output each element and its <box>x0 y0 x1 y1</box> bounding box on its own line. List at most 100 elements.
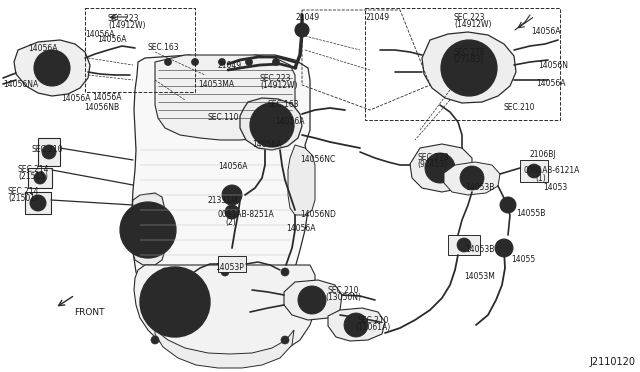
Text: SEC.163: SEC.163 <box>268 100 300 109</box>
Text: 14056N: 14056N <box>538 61 568 70</box>
Bar <box>365 8 560 120</box>
Polygon shape <box>132 55 310 352</box>
Text: 14056A: 14056A <box>531 27 561 36</box>
Text: 14056NA: 14056NA <box>3 80 38 89</box>
Text: SEC.223: SEC.223 <box>260 74 291 83</box>
Polygon shape <box>444 162 500 195</box>
Bar <box>25 192 51 214</box>
Circle shape <box>527 164 541 178</box>
Circle shape <box>500 197 516 213</box>
Text: (21501): (21501) <box>8 194 38 203</box>
Text: 14056A: 14056A <box>85 30 115 39</box>
Bar <box>28 168 52 188</box>
Circle shape <box>191 58 198 65</box>
Text: 21049: 21049 <box>366 13 390 22</box>
Text: 21049: 21049 <box>218 61 242 70</box>
Polygon shape <box>240 98 302 150</box>
Text: 14056A: 14056A <box>92 93 122 102</box>
Text: SEC.210: SEC.210 <box>504 103 536 112</box>
Text: (271B3): (271B3) <box>453 55 483 64</box>
Text: 14056A: 14056A <box>252 140 282 149</box>
Circle shape <box>218 58 225 65</box>
Circle shape <box>281 268 289 276</box>
Circle shape <box>167 294 183 310</box>
Polygon shape <box>410 144 472 192</box>
Circle shape <box>34 50 70 86</box>
Text: (11061A): (11061A) <box>355 323 390 332</box>
Text: (92413): (92413) <box>417 160 447 169</box>
Text: SEC.223: SEC.223 <box>108 14 140 23</box>
Circle shape <box>132 214 164 246</box>
Text: 14056A: 14056A <box>536 79 566 88</box>
Text: (2): (2) <box>225 218 236 227</box>
Circle shape <box>295 23 309 37</box>
Circle shape <box>273 58 280 65</box>
Text: 2106BJ: 2106BJ <box>529 150 556 159</box>
Circle shape <box>258 111 286 139</box>
Text: SEC.163: SEC.163 <box>148 43 180 52</box>
Text: (13050N): (13050N) <box>325 293 361 302</box>
Circle shape <box>495 239 513 257</box>
Text: 14056A: 14056A <box>28 44 58 53</box>
Text: 14056NC: 14056NC <box>300 155 335 164</box>
Text: 14053M: 14053M <box>464 272 495 281</box>
Text: (14912W): (14912W) <box>260 81 298 90</box>
Text: SEC.210: SEC.210 <box>328 286 360 295</box>
Text: 14055B: 14055B <box>516 209 545 218</box>
Bar <box>85 8 195 92</box>
Circle shape <box>42 145 56 159</box>
Polygon shape <box>422 32 516 103</box>
Circle shape <box>250 103 294 147</box>
Text: SEC.223: SEC.223 <box>454 13 486 22</box>
Text: 14053MA: 14053MA <box>198 80 234 89</box>
Circle shape <box>457 238 471 252</box>
Text: SEC.214: SEC.214 <box>8 187 40 196</box>
Text: 14056A: 14056A <box>286 224 316 233</box>
Circle shape <box>221 268 229 276</box>
Text: (1): (1) <box>535 174 546 183</box>
Polygon shape <box>134 265 315 357</box>
Text: 14053P: 14053P <box>215 263 244 272</box>
Circle shape <box>42 58 62 78</box>
Circle shape <box>120 202 176 258</box>
Bar <box>448 235 480 255</box>
Polygon shape <box>14 40 90 96</box>
Text: (14912W): (14912W) <box>454 20 492 29</box>
Text: 14055: 14055 <box>511 255 535 264</box>
Polygon shape <box>155 55 295 140</box>
Circle shape <box>441 40 497 96</box>
Text: 14056A: 14056A <box>218 162 248 171</box>
Text: (14912W): (14912W) <box>108 21 145 30</box>
Text: 14056A: 14056A <box>61 94 90 103</box>
Text: SEC.278: SEC.278 <box>417 153 449 162</box>
Circle shape <box>164 58 172 65</box>
Text: 14056ND: 14056ND <box>300 210 336 219</box>
Text: 14053B: 14053B <box>465 245 494 254</box>
Polygon shape <box>132 193 165 265</box>
Text: 14056A: 14056A <box>275 117 305 126</box>
Polygon shape <box>288 145 315 215</box>
Circle shape <box>34 172 46 184</box>
Circle shape <box>30 195 46 211</box>
Text: SEC.278: SEC.278 <box>453 48 484 57</box>
Text: 14053B: 14053B <box>465 183 494 192</box>
Bar <box>38 138 60 166</box>
Circle shape <box>460 166 484 190</box>
Text: SEC.210: SEC.210 <box>32 145 63 154</box>
Circle shape <box>151 336 159 344</box>
Circle shape <box>222 185 242 205</box>
Text: 14053: 14053 <box>543 183 567 192</box>
Text: 14056NB: 14056NB <box>84 103 119 112</box>
Circle shape <box>298 286 326 314</box>
Text: FRONT: FRONT <box>74 308 104 317</box>
Text: SEC.210: SEC.210 <box>358 316 390 325</box>
Circle shape <box>281 336 289 344</box>
Text: (21515): (21515) <box>18 172 48 181</box>
Circle shape <box>246 58 253 65</box>
Text: 14056A: 14056A <box>97 35 127 44</box>
Circle shape <box>225 205 239 219</box>
Circle shape <box>344 313 368 337</box>
Polygon shape <box>328 308 385 341</box>
Text: 21049: 21049 <box>295 13 319 22</box>
Circle shape <box>141 291 149 299</box>
